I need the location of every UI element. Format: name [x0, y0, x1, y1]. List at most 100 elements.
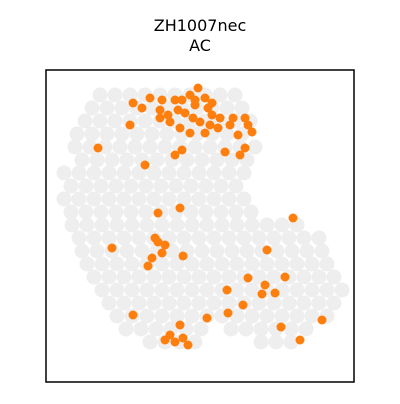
tissue-spot	[169, 308, 185, 324]
tissue-spot	[124, 282, 140, 298]
expression-spot	[202, 313, 212, 323]
tissue-spot	[304, 256, 320, 272]
expression-spot	[170, 337, 180, 347]
tissue-spot	[131, 191, 147, 207]
tissue-spot	[92, 87, 108, 103]
tissue-spot	[176, 165, 192, 181]
tissue-spot	[296, 230, 312, 246]
tissue-spot	[304, 282, 320, 298]
expression-spot	[240, 143, 250, 153]
tissue-spot	[99, 100, 115, 116]
expression-spot	[205, 120, 215, 130]
tissue-spot	[123, 178, 139, 194]
expression-spot	[175, 123, 185, 133]
tissue-spot	[139, 282, 155, 298]
tissue-spot	[209, 243, 225, 259]
tissue-spot	[304, 308, 320, 324]
tissue-spot	[71, 165, 87, 181]
tissue-spot	[319, 256, 335, 272]
expression-spot	[200, 128, 210, 138]
tissue-spot	[154, 308, 170, 324]
expression-spot	[238, 300, 248, 310]
expression-spot	[153, 237, 163, 247]
tissue-spot	[198, 204, 214, 220]
tissue-spot	[212, 87, 228, 103]
tissue-spot	[199, 282, 215, 298]
tissue-spot	[131, 269, 147, 285]
tissue-spot	[74, 243, 90, 259]
tissue-spot	[253, 321, 269, 337]
expression-spot	[93, 143, 103, 153]
expression-spot	[185, 128, 195, 138]
expression-spot	[145, 93, 155, 103]
tissue-spot	[191, 295, 207, 311]
expression-spot	[240, 113, 250, 123]
expression-spot	[155, 113, 165, 123]
tissue-spot	[142, 334, 158, 350]
tissue-spot	[191, 230, 207, 246]
expression-spot	[175, 203, 185, 213]
tissue-spot	[118, 321, 134, 337]
tissue-spot	[221, 191, 237, 207]
tissue-spot	[84, 126, 100, 142]
tissue-spot	[281, 295, 297, 311]
tissue-spot	[299, 243, 315, 259]
expression-spot	[222, 285, 232, 295]
tissue-spot	[161, 269, 177, 285]
tissue-spot	[56, 191, 72, 207]
tissue-spot	[274, 217, 290, 233]
tissue-spot	[259, 217, 275, 233]
chart-subtitle: AC	[189, 36, 211, 55]
tissue-spot	[191, 165, 207, 181]
expression-spot	[173, 105, 183, 115]
tissue-spot	[243, 204, 259, 220]
expression-spot	[207, 110, 217, 120]
tissue-spot	[112, 139, 128, 155]
expression-spot	[270, 288, 280, 298]
expression-spot	[125, 120, 135, 130]
tissue-spot	[221, 269, 237, 285]
expression-spot	[215, 113, 225, 123]
tissue-spot	[137, 113, 153, 129]
tissue-spot	[284, 243, 300, 259]
expression-spot	[180, 108, 190, 118]
tissue-spot	[289, 308, 305, 324]
tissue-spot	[108, 178, 124, 194]
tissue-spot	[219, 100, 235, 116]
tissue-spot	[142, 139, 158, 155]
expression-spot	[170, 95, 180, 105]
tissue-spot	[101, 165, 117, 181]
tissue-spot	[161, 165, 177, 181]
tissue-spot	[161, 295, 177, 311]
tissue-spot	[296, 269, 312, 285]
tissue-spot	[298, 321, 314, 337]
tissue-spot	[109, 282, 125, 298]
expression-spot	[107, 243, 117, 253]
expression-spot	[260, 280, 270, 290]
tissue-spot	[64, 217, 80, 233]
tissue-spot	[206, 295, 222, 311]
tissue-spot	[86, 165, 102, 181]
tissue-spot	[244, 217, 260, 233]
tissue-spot	[148, 321, 164, 337]
tissue-spot	[214, 217, 230, 233]
expression-spot	[190, 95, 200, 105]
tissue-spot	[78, 204, 94, 220]
tissue-spot	[289, 256, 305, 272]
tissue-spot	[169, 282, 185, 298]
tissue-spot	[224, 243, 240, 259]
tissue-spot	[116, 295, 132, 311]
tissue-spot	[94, 282, 110, 298]
expression-spot	[228, 113, 238, 123]
tissue-spot	[311, 230, 327, 246]
tissue-spot	[153, 178, 169, 194]
tissue-spot	[116, 269, 132, 285]
expression-spot	[163, 110, 173, 120]
expression-spot	[203, 103, 213, 113]
tissue-spot	[86, 191, 102, 207]
expression-spot	[165, 117, 175, 127]
chart-title: ZH1007nec	[154, 16, 247, 35]
expression-spot	[233, 130, 243, 140]
tissue-spot	[214, 256, 230, 272]
tissue-spot	[238, 321, 254, 337]
